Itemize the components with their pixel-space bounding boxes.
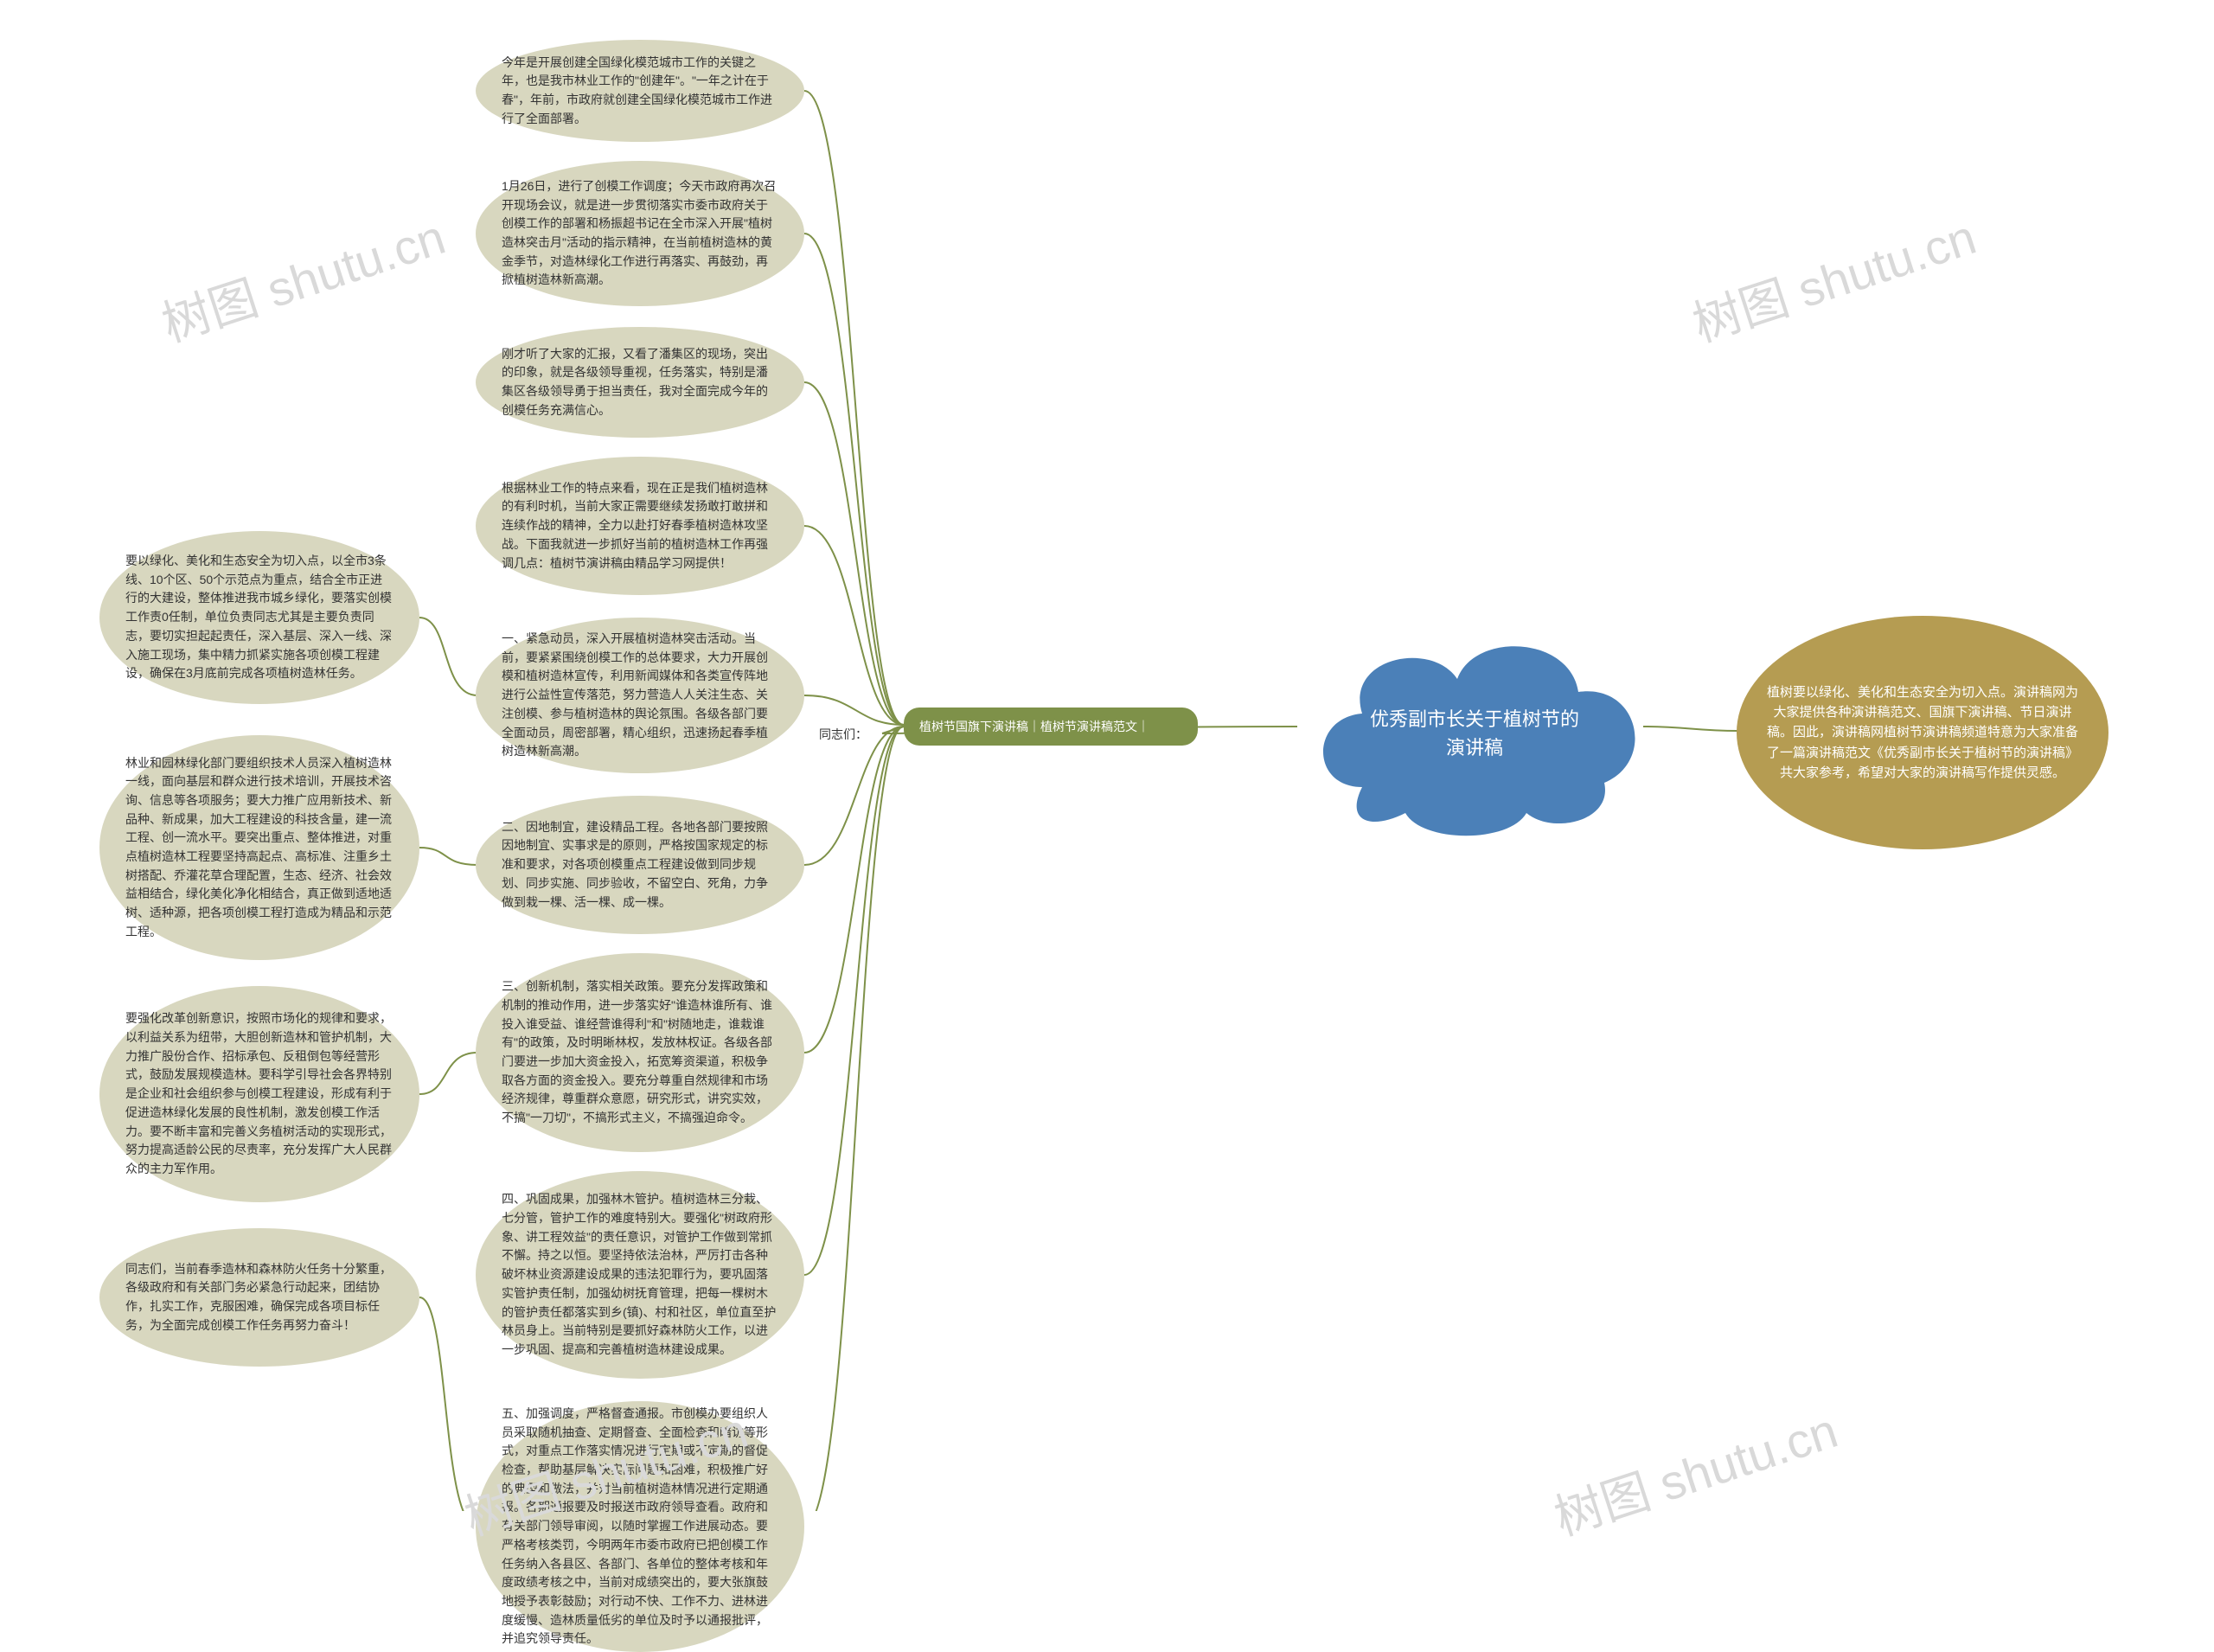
left-node-1-text: 林业和园林绿化部门要组织技术人员深入植树造林一线，面向基层和群众进行技术培训，开… [125,754,394,942]
speech-title-text: 植树节国旗下演讲稿｜植树节演讲稿范文｜ [919,718,1149,735]
center-node-3-text: 根据林业工作的特点来看，现在正是我们植树造林的有利时机，当前大家正需要继续发扬敢… [502,479,778,573]
right-summary-oval: 植树要以绿化、美化和生态安全为切入点。演讲稿网为大家提供各种演讲稿范文、国旗下演… [1737,616,2108,849]
center-node-0: 今年是开展创建全国绿化模范城市工作的关键之年，也是我市林业工作的"创建年"。"一… [476,40,804,142]
center-node-5: 二、因地制宜，建设精品工程。各地各部门要按照因地制宜、实事求是的原则，严格按国家… [476,796,804,934]
cloud-title: 优秀副市长关于植树节的 演讲稿 [1362,705,1587,762]
center-node-0-text: 今年是开展创建全国绿化模范城市工作的关键之年，也是我市林业工作的"创建年"。"一… [502,54,778,129]
speech-title-pill: 植树节国旗下演讲稿｜植树节演讲稿范文｜ [904,708,1198,746]
left-node-2-text: 要强化改革创新意识，按照市场化的规律和要求，以利益关系为纽带，大胆创新造林和管护… [125,1009,394,1178]
central-cloud: 优秀副市长关于植树节的 演讲稿 [1293,605,1656,848]
center-node-5-text: 二、因地制宜，建设精品工程。各地各部门要按照因地制宜、实事求是的原则，严格按国家… [502,818,778,912]
comrades-text: 同志们： [819,726,867,743]
watermark-1: 树图 shutu.cn [1683,199,1984,356]
comrades-label: 同志们： [804,721,882,747]
watermark-3: 树图 shutu.cn [1545,1393,1846,1550]
right-summary-text: 植树要以绿化、美化和生态安全为切入点。演讲稿网为大家提供各种演讲稿范文、国旗下演… [1763,682,2083,783]
center-node-8: 五、加强调度，严格督查通报。市创模办要组织人员采取随机抽查、定期督查、全面检查和… [476,1401,804,1652]
center-node-6-text: 三、创新机制，落实相关政策。要充分发挥政策和机制的推动作用，进一步落实好"谁造林… [502,977,778,1128]
center-node-8-text: 五、加强调度，严格督查通报。市创模办要组织人员采取随机抽查、定期督查、全面检查和… [502,1405,778,1649]
center-node-7-text: 四、巩固成果，加强林木管护。植树造林三分栽、七分管，管护工作的难度特别大。要强化… [502,1190,778,1359]
center-node-2: 刚才听了大家的汇报，又看了潘集区的现场，突出的印象，就是各级领导重视，任务落实，… [476,327,804,438]
left-node-2: 要强化改革创新意识，按照市场化的规律和要求，以利益关系为纽带，大胆创新造林和管护… [99,986,419,1202]
center-node-1: 1月26日，进行了创模工作调度；今天市政府再次召开现场会议，就是进一步贯彻落实市… [476,161,804,306]
left-node-0-text: 要以绿化、美化和生态安全为切入点，以全市3条线、10个区、50个示范点为重点，结… [125,552,394,683]
center-node-2-text: 刚才听了大家的汇报，又看了潘集区的现场，突出的印象，就是各级领导重视，任务落实，… [502,345,778,420]
left-node-3: 同志们，当前春季造林和森林防火任务十分繁重，各级政府和有关部门务必紧急行动起来，… [99,1228,419,1367]
left-node-0: 要以绿化、美化和生态安全为切入点，以全市3条线、10个区、50个示范点为重点，结… [99,531,419,704]
watermark-0: 树图 shutu.cn [152,199,453,356]
left-node-3-text: 同志们，当前春季造林和森林防火任务十分繁重，各级政府和有关部门务必紧急行动起来，… [125,1260,394,1335]
left-node-1: 林业和园林绿化部门要组织技术人员深入植树造林一线，面向基层和群众进行技术培训，开… [99,735,419,960]
center-node-4-text: 一、紧急动员，深入开展植树造林突击活动。当前，要紧紧围绕创模工作的总体要求，大力… [502,630,778,761]
center-node-4: 一、紧急动员，深入开展植树造林突击活动。当前，要紧紧围绕创模工作的总体要求，大力… [476,618,804,773]
center-node-3: 根据林业工作的特点来看，现在正是我们植树造林的有利时机，当前大家正需要继续发扬敢… [476,457,804,595]
center-node-6: 三、创新机制，落实相关政策。要充分发挥政策和机制的推动作用，进一步落实好"谁造林… [476,953,804,1152]
center-node-1-text: 1月26日，进行了创模工作调度；今天市政府再次召开现场会议，就是进一步贯彻落实市… [502,177,778,290]
center-node-7: 四、巩固成果，加强林木管护。植树造林三分栽、七分管，管护工作的难度特别大。要强化… [476,1171,804,1379]
